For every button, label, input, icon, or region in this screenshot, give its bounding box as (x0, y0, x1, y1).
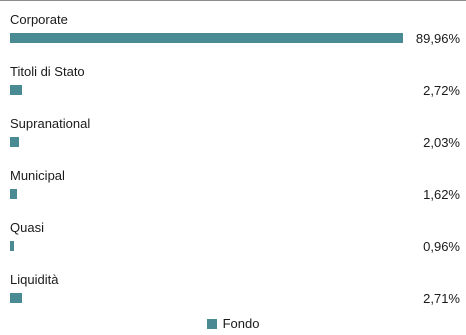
bar (10, 33, 403, 43)
value-label: 2,03% (423, 135, 460, 150)
bar-row: Titoli di Stato 2,72% (10, 64, 460, 104)
bar (10, 241, 14, 251)
category-label: Supranational (10, 116, 91, 131)
legend-item: Fondo (206, 316, 260, 332)
top-divider (0, 0, 466, 1)
category-label: Corporate (10, 12, 68, 27)
category-label: Quasi (10, 220, 44, 235)
value-label: 1,62% (423, 187, 460, 202)
bar-row: Corporate 89,96% (10, 12, 460, 52)
category-label: Municipal (10, 168, 65, 183)
bar-row: Supranational 2,03% (10, 116, 460, 156)
category-label: Titoli di Stato (10, 64, 85, 79)
bar-row: Municipal 1,62% (10, 168, 460, 208)
chart-legend: Fondo (0, 316, 466, 334)
value-label: 89,96% (415, 31, 460, 46)
legend-label: Fondo (222, 316, 260, 331)
bar-row: Liquidità 2,71% (10, 272, 460, 312)
legend-swatch (206, 319, 217, 329)
bar (10, 85, 22, 95)
bar (10, 189, 17, 199)
bar-row: Quasi 0,96% (10, 220, 460, 260)
category-label: Liquidità (10, 272, 59, 287)
value-label: 0,96% (423, 239, 460, 254)
bar (10, 293, 22, 303)
value-label: 2,72% (423, 83, 460, 98)
bar (10, 137, 19, 147)
value-label: 2,71% (423, 291, 460, 306)
